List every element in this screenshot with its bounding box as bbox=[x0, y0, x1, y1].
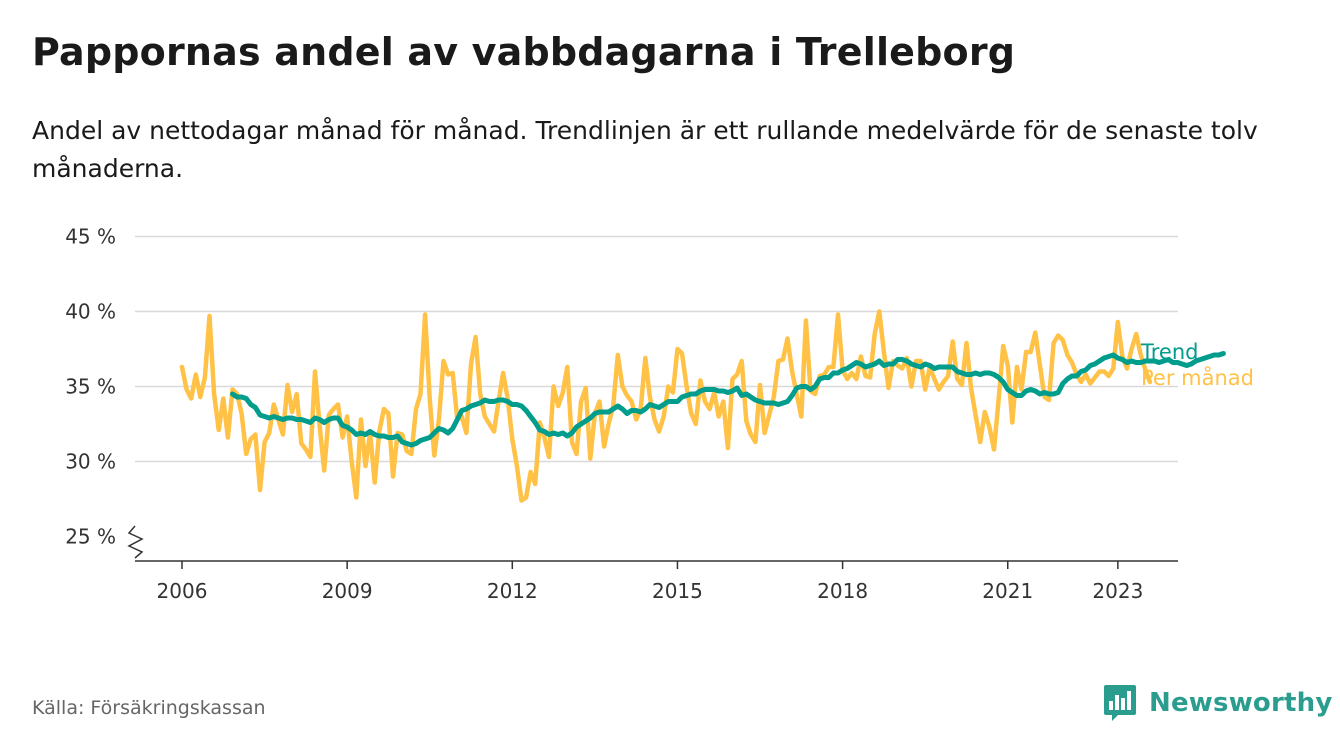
y-axis-ticks: 25 % 30 % 35 % 40 % 45 % bbox=[65, 225, 116, 549]
series-label-trend: Trend bbox=[1140, 340, 1198, 364]
x-tick-label: 2023 bbox=[1092, 579, 1143, 603]
y-tick-label: 40 % bbox=[65, 300, 116, 324]
grid-lines bbox=[135, 235, 1178, 463]
page-subtitle: Andel av nettodagar månad för månad. Tre… bbox=[32, 116, 1258, 183]
x-tick-label: 2009 bbox=[322, 579, 373, 603]
x-tick-label: 2021 bbox=[982, 579, 1033, 603]
x-tick-label: 2015 bbox=[652, 579, 703, 603]
y-tick-label: 45 % bbox=[65, 225, 116, 249]
brand-name: Newsworthy bbox=[1149, 688, 1333, 718]
x-tick-label: 2006 bbox=[157, 579, 208, 603]
series-line-per-month bbox=[179, 309, 1153, 503]
source-note: Källa: Försäkringskassan bbox=[32, 697, 266, 719]
series-line-trend bbox=[230, 351, 1226, 448]
series-lines bbox=[179, 309, 1226, 503]
y-tick-label: 30 % bbox=[65, 450, 116, 474]
x-tick-label: 2018 bbox=[817, 579, 868, 603]
axis-break-mark bbox=[127, 525, 144, 559]
series-label-per-month: Per månad bbox=[1141, 365, 1254, 390]
y-tick-label: 25 % bbox=[65, 525, 116, 549]
page-title: Pappornas andel av vabbdagarna i Trelleb… bbox=[32, 30, 1016, 74]
brand-logo: Newsworthy bbox=[1103, 684, 1332, 722]
x-axis: 2006 2009 2012 2015 2018 2021 2023 bbox=[127, 525, 1178, 603]
bar-chart-icon bbox=[1104, 685, 1136, 721]
x-tick-label: 2012 bbox=[487, 579, 538, 603]
y-tick-label: 35 % bbox=[65, 375, 116, 399]
